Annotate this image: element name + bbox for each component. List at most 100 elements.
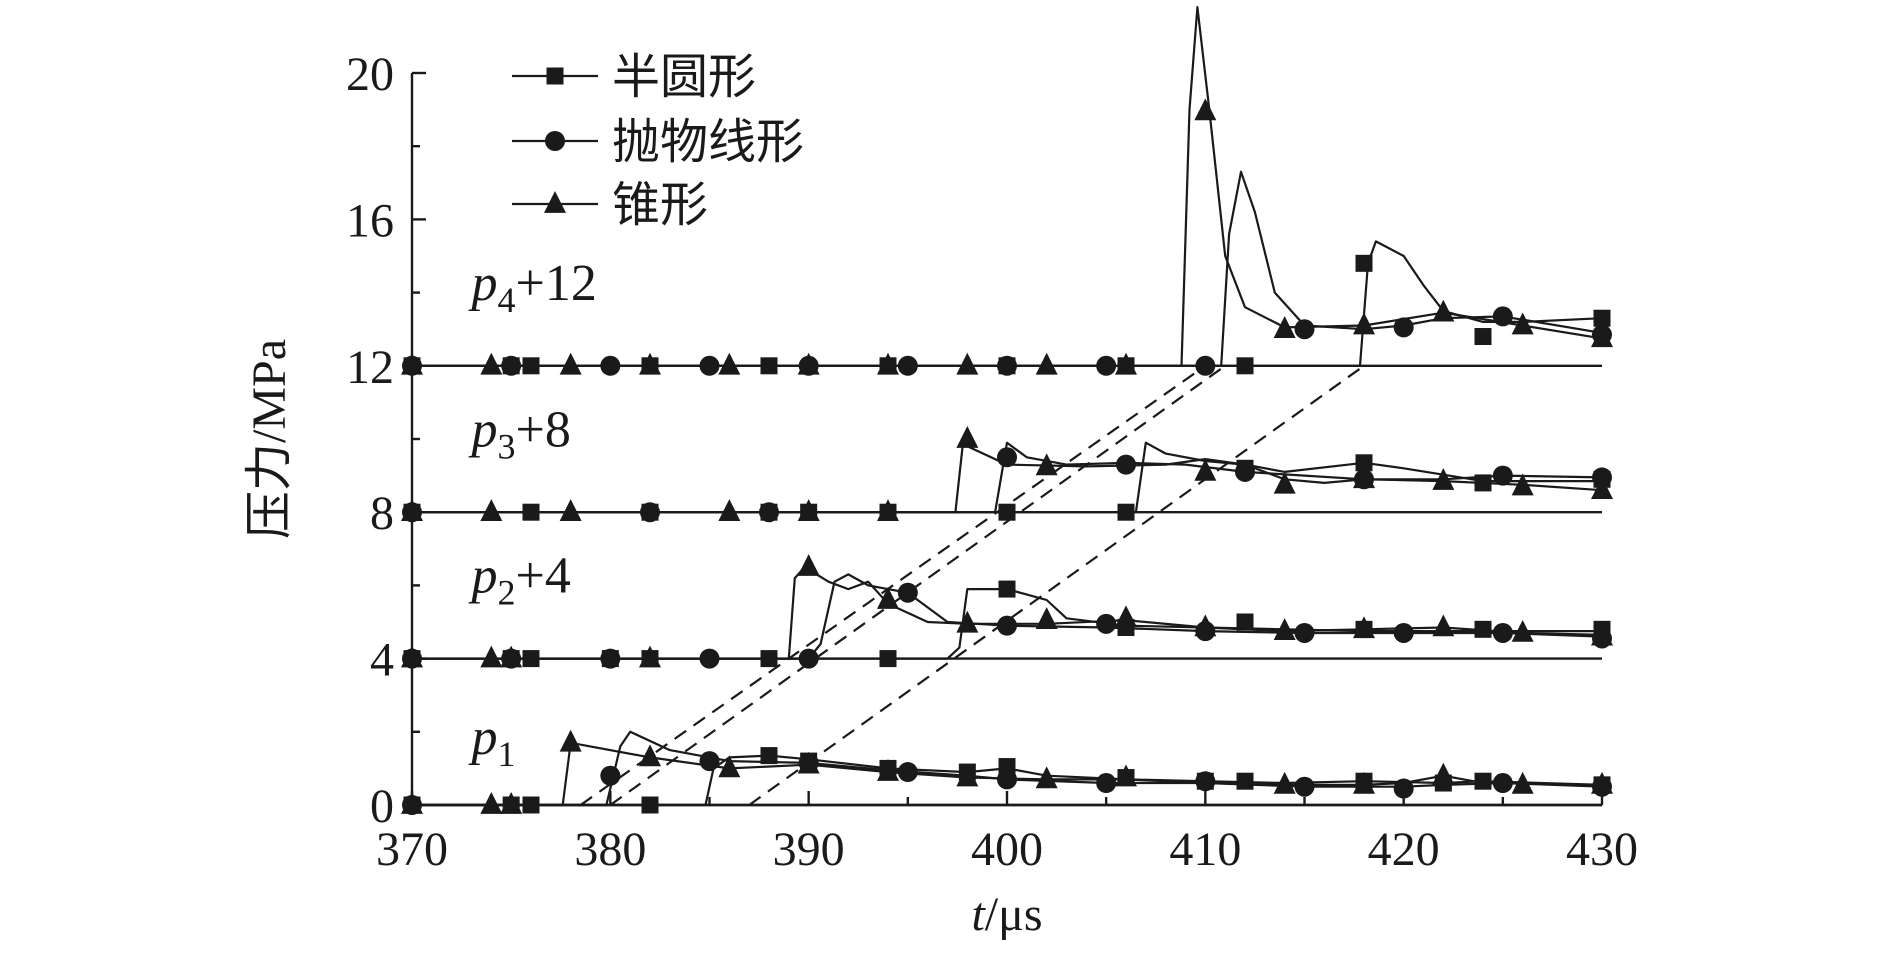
curve-label-subscript: 3 <box>498 426 516 466</box>
x-axis-title: t/μs <box>971 888 1042 941</box>
point-square-8-10 <box>1474 474 1492 492</box>
x-tick-label: 370 <box>376 823 448 876</box>
legend-marker-circle <box>545 131 565 151</box>
point-square-8-1 <box>522 503 540 521</box>
point-triangle-4-7 <box>1035 607 1058 629</box>
point-circle-12-3 <box>699 355 720 376</box>
point-triangle-12-3 <box>639 352 661 375</box>
curve-label-var: p <box>468 709 498 766</box>
curve-label-var: p <box>468 255 498 312</box>
point-triangle-0-11 <box>1273 771 1296 794</box>
point-square-12-10 <box>1474 328 1492 346</box>
point-circle-8-4 <box>1116 454 1136 475</box>
point-circle-0-7 <box>1195 771 1216 792</box>
point-circle-12-9 <box>1294 319 1315 340</box>
point-triangle-8-8 <box>1194 458 1217 481</box>
point-triangle-0-14 <box>1511 771 1534 794</box>
series-line-circle-offset-4 <box>412 573 1603 660</box>
point-triangle-4-9 <box>1194 614 1217 637</box>
point-square-12-9 <box>1355 254 1373 272</box>
series-line-triangle-offset-12 <box>412 6 1603 367</box>
dashed-front-line-1 <box>579 364 1206 806</box>
y-axis-title: 压力/MPa <box>243 339 296 539</box>
point-square-12-2 <box>522 357 540 375</box>
point-circle-12-1 <box>501 355 522 376</box>
series-markers <box>401 98 1613 815</box>
curve-label-subscript: 4 <box>498 280 516 320</box>
point-triangle-12-4 <box>718 352 741 375</box>
point-circle-12-7 <box>1096 355 1117 376</box>
curve-label-suffix: +12 <box>516 255 597 312</box>
point-triangle-12-14 <box>1511 312 1534 335</box>
legend-label: 半圆形 <box>612 49 756 105</box>
curve-label-suffix: +4 <box>516 548 571 605</box>
point-triangle-0-8 <box>956 764 979 787</box>
point-triangle-0-5 <box>718 755 741 778</box>
point-triangle-4-3 <box>639 645 661 668</box>
point-triangle-12-15 <box>1591 325 1613 348</box>
point-triangle-8-12 <box>1511 473 1534 496</box>
point-square-4-11 <box>1474 620 1492 638</box>
point-triangle-8-11 <box>1432 468 1455 490</box>
point-triangle-4-2 <box>500 645 523 668</box>
point-circle-0-10 <box>1492 773 1513 794</box>
x-axis-title-unit: /μs <box>985 888 1043 941</box>
point-triangle-8-9 <box>1273 471 1296 494</box>
point-triangle-0-3 <box>559 729 582 752</box>
point-square-12-11 <box>1593 309 1611 327</box>
point-triangle-4-11 <box>1353 616 1375 639</box>
point-triangle-0-13 <box>1432 762 1455 785</box>
point-square-4-5 <box>760 650 778 668</box>
legend-label: 锥形 <box>612 177 708 233</box>
point-circle-0-1 <box>600 765 621 786</box>
point-triangle-12-13 <box>1432 299 1455 322</box>
point-circle-12-11 <box>1492 306 1513 327</box>
point-circle-0-2 <box>699 751 720 772</box>
point-circle-8-5 <box>1235 461 1255 482</box>
x-tick-label: 420 <box>1368 823 1440 876</box>
point-triangle-4-6 <box>956 610 979 633</box>
point-triangle-8-2 <box>559 499 582 522</box>
point-triangle-4-8 <box>1115 605 1137 628</box>
curve-label-3: p2+4 <box>468 548 571 613</box>
dashed-front-line-2 <box>609 364 1226 806</box>
point-triangle-12-9 <box>1115 352 1137 375</box>
x-tick-label: 430 <box>1566 823 1638 876</box>
point-triangle-8-4 <box>797 499 820 522</box>
curve-label-subscript: 2 <box>498 573 516 613</box>
point-triangle-0-1 <box>480 791 503 814</box>
point-circle-4-3 <box>699 648 720 669</box>
point-triangle-4-5 <box>877 587 899 609</box>
point-triangle-0-6 <box>797 751 820 774</box>
y-tick-label: 0 <box>370 780 394 833</box>
point-circle-8-7 <box>1492 465 1513 486</box>
legend-label: 抛物线形 <box>612 114 804 170</box>
point-circle-0-6 <box>1096 773 1117 794</box>
point-triangle-8-5 <box>877 499 899 522</box>
series-line-circle-offset-12 <box>412 170 1603 367</box>
point-square-8-6 <box>998 503 1016 521</box>
dashed-front-line-3 <box>748 364 1365 806</box>
point-circle-4-9 <box>1294 622 1315 643</box>
point-triangle-12-12 <box>1353 312 1375 335</box>
point-square-0-11 <box>1236 772 1254 790</box>
x-tick-label: 400 <box>971 823 1043 876</box>
point-triangle-4-13 <box>1511 619 1534 642</box>
point-triangle-0-7 <box>877 759 899 781</box>
curve-label-1: p4+12 <box>468 255 597 320</box>
point-triangle-12-6 <box>877 352 899 375</box>
x-tick-label: 410 <box>1169 823 1241 876</box>
point-triangle-8-6 <box>956 425 979 448</box>
point-square-0-14 <box>1474 772 1492 790</box>
y-tick-label: 8 <box>370 487 394 540</box>
point-circle-4-10 <box>1393 622 1414 643</box>
series-lines <box>412 6 1603 807</box>
point-triangle-4-12 <box>1432 614 1455 637</box>
point-circle-4-4 <box>798 648 819 669</box>
point-triangle-12-5 <box>797 352 820 375</box>
point-triangle-12-1 <box>480 352 503 375</box>
point-triangle-0-10 <box>1115 764 1137 787</box>
point-circle-4-6 <box>997 615 1017 636</box>
